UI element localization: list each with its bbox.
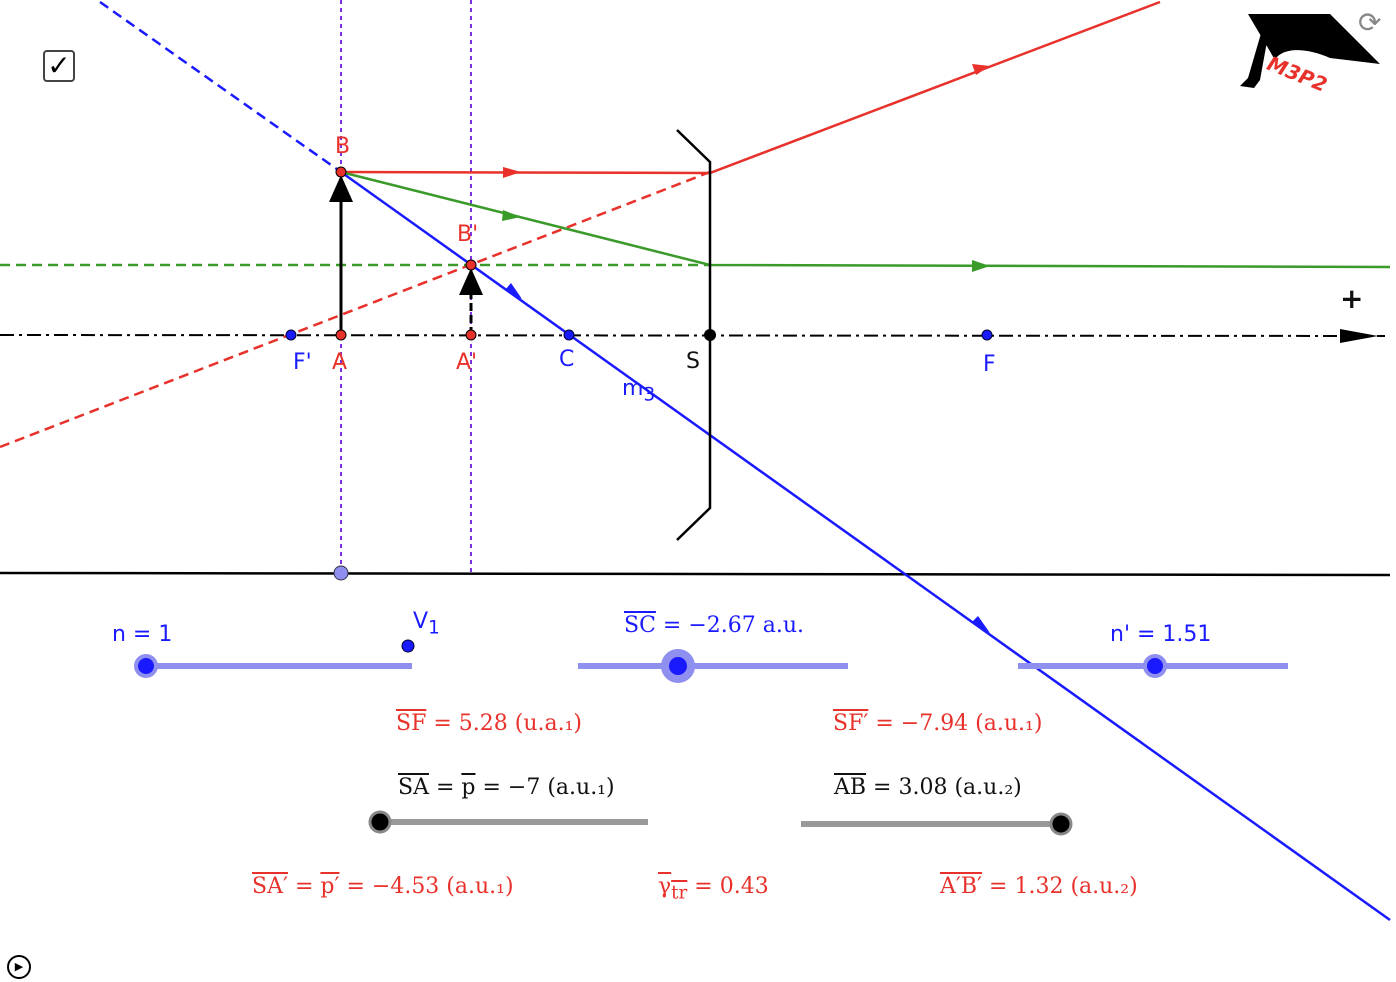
result-sa-prime: SA′ = p′ = −4.53 (a.u.₁) (252, 874, 514, 899)
label-B-prime: B' (457, 222, 479, 247)
slider-sa-handle[interactable] (368, 810, 392, 834)
point-baseline[interactable] (333, 565, 349, 581)
point-V1[interactable] (401, 639, 415, 653)
green-ray-arrows (502, 210, 990, 272)
sf-rest: = 5.28 (u.a.₁) (426, 711, 582, 736)
sap-rest: = −4.53 (a.u.₁) (339, 874, 514, 899)
m3-text: m (622, 376, 644, 401)
slider-n-handle[interactable] (134, 654, 158, 678)
slider-ab-handle[interactable] (1049, 812, 1073, 836)
slider-sa-label: SA = p = −7 (a.u.₁) (398, 775, 615, 800)
label-B: B (335, 134, 351, 159)
sa-tail: = −7 (a.u.₁) (475, 775, 615, 800)
m3-sub: 3 (643, 384, 656, 406)
point-S (704, 329, 716, 341)
point-B[interactable] (335, 166, 347, 178)
gamma-rest: = 0.43 (687, 874, 769, 899)
label-F: F (983, 352, 996, 377)
slider-n-label: n = 1 (112, 622, 173, 647)
axis-arrow (1340, 329, 1378, 343)
show-construction-checkbox[interactable]: ✓ (43, 50, 75, 82)
label-A-prime: A' (456, 350, 478, 375)
slider-ab-label: AB = 3.08 (a.u.₂) (834, 775, 1022, 800)
baseline (0, 571, 1391, 577)
plus-label: + (1340, 282, 1364, 315)
point-F (981, 329, 993, 341)
label-m3: m3 (622, 376, 655, 405)
gamma-sub: tr (671, 882, 688, 904)
label-A: A (332, 350, 348, 375)
label-C: C (559, 347, 575, 372)
v1-sub: 1 (428, 617, 440, 639)
red-ray-arrows (503, 64, 990, 178)
v1-text: V (413, 609, 429, 634)
refresh-icon[interactable]: ⟳ (1358, 6, 1382, 39)
red-ray-dashed (0, 170, 711, 449)
sa-over: SA (398, 775, 429, 800)
ab-over: AB (834, 775, 867, 800)
point-F-prime (285, 329, 297, 341)
slider-sc-handle[interactable] (661, 649, 695, 683)
sf-over: SF (396, 711, 427, 736)
red-ray (340, 0, 1161, 175)
blue-ray-dashed (99, 0, 342, 174)
sc-over: SC (624, 613, 656, 638)
point-A-prime (465, 329, 477, 341)
sap-p: p′ (320, 874, 340, 899)
sfp-rest: = −7.94 (a.u.₁) (868, 711, 1043, 736)
points[interactable] (285, 166, 993, 653)
sa-rest: = (428, 775, 462, 800)
label-V1: V1 (413, 609, 440, 638)
abp-over: A′B′ (940, 874, 983, 899)
play-icon[interactable]: ▶ (7, 955, 31, 979)
sap-over: SA′ (252, 874, 288, 899)
ab-rest: = 3.08 (a.u.₂) (866, 775, 1022, 800)
result-sf: SF = 5.28 (u.a.₁) (396, 711, 582, 736)
slider-sc-label: SC = −2.67 a.u. (624, 613, 804, 638)
sap-mid: = (287, 874, 321, 899)
point-A (335, 329, 347, 341)
point-C (563, 329, 575, 341)
optical-axis (0, 334, 1386, 337)
gamma-symbol: γ (658, 874, 672, 899)
logo-icon (1240, 14, 1380, 88)
sliders[interactable] (134, 649, 1288, 836)
slider-n-prime-label: n' = 1.51 (1110, 622, 1212, 647)
slider-n-prime-handle[interactable] (1143, 654, 1167, 678)
sa-p: p (461, 775, 476, 800)
result-ab-prime: A′B′ = 1.32 (a.u.₂) (940, 874, 1138, 899)
result-sf-prime: SF′ = −7.94 (a.u.₁) (833, 711, 1042, 736)
sc-rest: = −2.67 a.u. (655, 613, 805, 638)
result-gamma: γtr = 0.43 (658, 874, 769, 903)
blue-ray (340, 170, 1391, 922)
label-F-prime: F' (293, 350, 312, 375)
label-S: S (686, 349, 700, 374)
sfp-over: SF′ (833, 711, 869, 736)
abp-rest: = 1.32 (a.u.₂) (982, 874, 1138, 899)
point-B-prime (465, 259, 477, 271)
